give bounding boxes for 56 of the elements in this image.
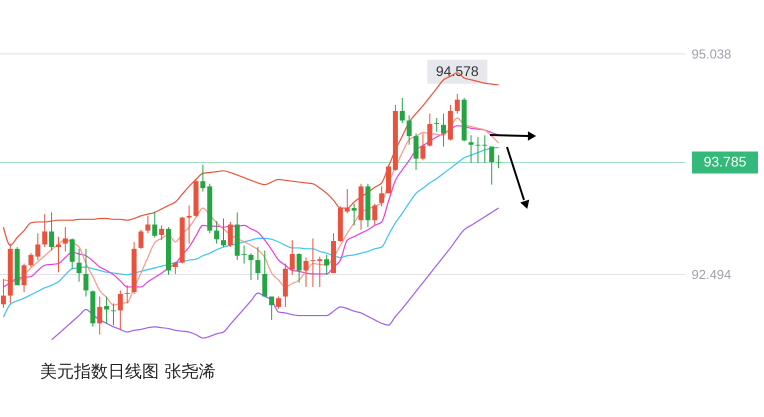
candlestick [118,290,123,331]
candlestick [317,256,322,288]
candlestick [420,133,426,161]
annotation: 94.578 [436,62,479,79]
candlestick [400,97,405,124]
candlestick [427,113,432,148]
candlestick [414,133,419,170]
candlestick [255,246,260,281]
candlestick [496,154,502,169]
candlestick [379,186,384,207]
candlestick [62,226,68,252]
candlestick [372,203,378,226]
candlestick [56,236,61,273]
candlestick [276,296,282,310]
candlestick [22,263,27,293]
candlestick [152,211,158,238]
candlestick [220,218,226,248]
candlestick [441,113,446,148]
candlestick [454,93,460,114]
candlestick [296,252,302,284]
ref-line-label: 93.785 [704,154,747,170]
y-tick-label: 95.038 [692,46,732,62]
candlestick [290,240,295,276]
candlestick [304,256,309,288]
candlestick [324,254,330,276]
candlestick [269,296,274,320]
line-series [50,207,500,340]
candlestick [49,212,54,252]
candlestick [35,232,40,261]
candlestick [310,238,316,288]
candlestick [262,250,268,297]
candlestick [228,221,233,248]
candlestick [97,296,102,336]
candlestick [145,215,150,234]
candlestick [76,248,82,282]
candlestick [70,238,75,270]
candlestick [434,117,440,132]
candlestick [214,220,220,244]
y-tick-label: 92.494 [692,266,732,282]
candlestick [159,224,164,241]
line-series [2,146,500,318]
annotation: 美元指数日线图 张尧浠 [40,362,216,382]
candlestick [0,278,6,308]
candlestick [124,284,130,304]
candlestick [352,203,357,226]
candlestick [489,146,494,186]
candlestick [138,229,144,250]
candlestick [248,252,254,281]
candlestick [406,114,412,146]
candlestick [344,188,350,214]
candlestick [83,248,88,297]
candlestick [172,261,178,274]
candlestick [242,244,247,264]
candlestick [468,134,474,164]
candlestick [104,296,110,324]
candlestick [28,252,34,268]
